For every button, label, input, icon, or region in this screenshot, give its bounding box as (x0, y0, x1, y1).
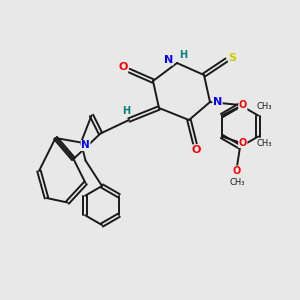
Text: CH₃: CH₃ (229, 178, 245, 187)
Text: O: O (239, 137, 247, 148)
Text: O: O (192, 145, 201, 155)
Text: O: O (239, 100, 247, 110)
Text: N: N (81, 140, 90, 151)
Text: CH₃: CH₃ (256, 102, 272, 111)
Text: O: O (233, 166, 241, 176)
Text: CH₃: CH₃ (256, 140, 272, 148)
Text: S: S (229, 53, 236, 64)
Text: N: N (213, 97, 222, 107)
Text: O: O (118, 62, 128, 73)
Text: H: H (179, 50, 187, 61)
Text: H: H (122, 106, 130, 116)
Text: N: N (164, 55, 173, 65)
